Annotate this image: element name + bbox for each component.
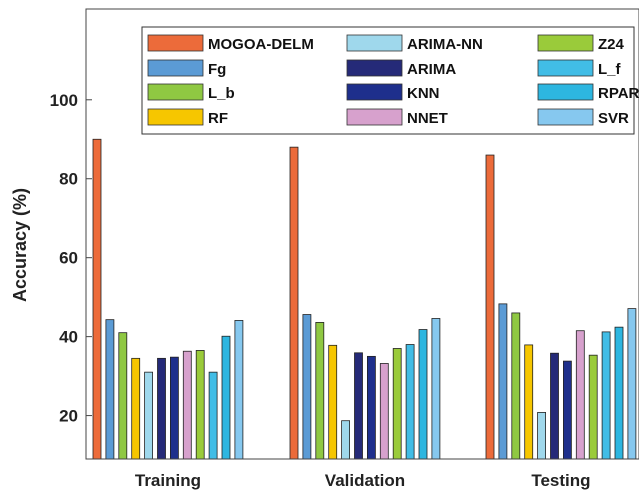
bar-nnet-training (182, 350, 192, 460)
bar-nnet-validation (379, 363, 389, 460)
legend-label: NNET (407, 110, 448, 127)
x-tick-label-validation: Validation (325, 471, 405, 490)
y-tick-label: 80 (59, 170, 78, 189)
bar-z24-training (195, 350, 205, 460)
bar-fg-testing (498, 303, 508, 460)
legend-swatch (147, 83, 204, 101)
legend-swatch (537, 34, 594, 52)
bar-nnet-testing (575, 330, 585, 460)
bar-l-b-validation (315, 322, 325, 460)
bar-rpart-validation (418, 329, 428, 460)
bar-arima-nn-validation (341, 420, 351, 460)
bar-z24-validation (392, 348, 402, 460)
bar-rpart-training (221, 335, 231, 460)
legend-swatch (537, 59, 594, 77)
bar-l-f-training (208, 371, 218, 460)
y-axis-title: Accuracy (%) (10, 188, 30, 302)
legend-swatch (346, 59, 403, 77)
bar-l-b-training (118, 332, 128, 460)
legend-label: KNN (407, 85, 440, 102)
legend-swatch (147, 108, 204, 126)
legend-label: MOGOA-DELM (208, 36, 314, 53)
legend-swatch (147, 59, 204, 77)
x-tick-label-training: Training (135, 471, 201, 490)
legend-label: ARIMA-NN (407, 36, 483, 53)
legend-swatch (537, 83, 594, 101)
legend-label: Z24 (598, 36, 625, 53)
x-tick-label-testing: Testing (531, 471, 590, 490)
bar-rf-validation (328, 344, 338, 460)
bar-knn-testing (563, 360, 572, 460)
bars (92, 138, 637, 460)
bar-fg-training (105, 319, 115, 460)
bar-mogoa-delm-training (92, 138, 102, 460)
legend-label: RPART (598, 85, 639, 102)
bar-arima-nn-testing (537, 412, 546, 460)
bar-l-f-validation (405, 344, 415, 460)
bar-arima-validation (354, 352, 363, 460)
legend-swatch (346, 34, 403, 52)
bar-svr-testing (627, 308, 637, 460)
legend: MOGOA-DELM Fg L_b RF ARIMA-NN ARIMA KNN NNET Z24… (141, 26, 639, 135)
bar-svr-training (234, 320, 244, 460)
bar-rpart-testing (614, 326, 624, 460)
bar-l-f-testing (601, 331, 611, 460)
bar-knn-training (169, 356, 179, 460)
y-tick-label: 60 (59, 249, 78, 268)
bar-arima-nn-training (144, 371, 154, 460)
legend-swatch (346, 83, 403, 101)
bar-mogoa-delm-validation (289, 146, 299, 460)
y-tick-label: 100 (50, 91, 78, 110)
legend-label: L_b (208, 85, 235, 102)
plot-area-frame (85, 8, 639, 460)
bar-arima-training (157, 357, 166, 460)
bar-rf-training (131, 357, 141, 460)
bar-svr-validation (431, 318, 441, 460)
legend-swatch (346, 108, 403, 126)
bar-rf-testing (524, 344, 534, 460)
y-tick-label: 40 (59, 328, 78, 347)
bar-knn-validation (366, 355, 376, 460)
legend-label: Fg (208, 61, 226, 78)
y-axis-ticks: 20 40 60 80 100 (50, 91, 92, 426)
bar-z24-testing (588, 354, 598, 460)
y-tick-label: 20 (59, 407, 78, 426)
legend-swatch (537, 108, 594, 126)
legend-label: L_f (598, 61, 622, 78)
bar-mogoa-delm-testing (485, 154, 495, 460)
bar-fg-validation (302, 314, 312, 460)
legend-label: RF (208, 110, 228, 127)
x-axis-labels: Training Validation Testing (135, 471, 591, 490)
legend-label: SVR (598, 110, 629, 127)
legend-label: ARIMA (407, 61, 456, 78)
bar-arima-testing (550, 352, 559, 460)
legend-swatch (147, 34, 204, 52)
bar-l-b-testing (511, 312, 521, 460)
